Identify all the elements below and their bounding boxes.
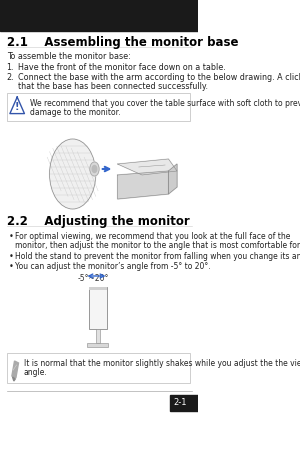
Text: that the base has been connected successfully.: that the base has been connected success… [19,82,208,91]
Bar [7,94,190,122]
Polygon shape [12,361,19,378]
Text: To assemble the monitor base:: To assemble the monitor base: [7,52,130,61]
Text: You can adjust the monitor’s angle from -5° to 20°.: You can adjust the monitor’s angle from … [14,262,210,271]
Text: Have the front of the monitor face down on a table.: Have the front of the monitor face down … [19,63,226,72]
Text: angle.: angle. [24,367,47,376]
Text: 2.1    Assembling the monitor base: 2.1 Assembling the monitor base [7,36,238,49]
Text: •: • [9,262,14,271]
Bar [88,287,107,290]
Text: 1.: 1. [7,63,14,72]
Text: 2.2    Adjusting the monitor: 2.2 Adjusting the monitor [7,215,189,227]
Circle shape [50,140,96,210]
Text: Hold the stand to prevent the monitor from falling when you change its angle.: Hold the stand to prevent the monitor fr… [14,252,300,260]
Polygon shape [168,165,177,194]
Polygon shape [118,160,177,175]
Polygon shape [10,98,24,115]
Text: •: • [9,252,14,260]
Circle shape [90,163,99,177]
Bar [170,395,198,411]
Text: We recommend that you cover the table surface with soft cloth to prevent: We recommend that you cover the table su… [30,99,300,108]
Text: monitor, then adjust the monitor to the angle that is most comfortable for you.: monitor, then adjust the monitor to the … [14,240,300,249]
Text: 2-1: 2-1 [174,397,187,406]
Text: •: • [9,231,14,240]
Bar [88,287,107,329]
Text: !: ! [15,102,20,112]
Text: 2.: 2. [7,73,14,82]
Text: -5°~20°: -5°~20° [78,273,110,282]
Bar [96,329,100,343]
Text: Connect the base with the arm according to the below drawing. A click shows: Connect the base with the arm according … [19,73,300,82]
Bar [7,353,190,383]
Text: For optimal viewing, we recommend that you look at the full face of the: For optimal viewing, we recommend that y… [14,231,290,240]
Text: damage to the monitor.: damage to the monitor. [30,108,121,117]
Bar [87,343,108,347]
Bar [0,0,198,32]
Polygon shape [118,172,168,199]
Text: It is normal that the monitor slightly shakes while you adjust the the viewing: It is normal that the monitor slightly s… [24,358,300,367]
Polygon shape [13,377,15,381]
Circle shape [92,166,97,173]
